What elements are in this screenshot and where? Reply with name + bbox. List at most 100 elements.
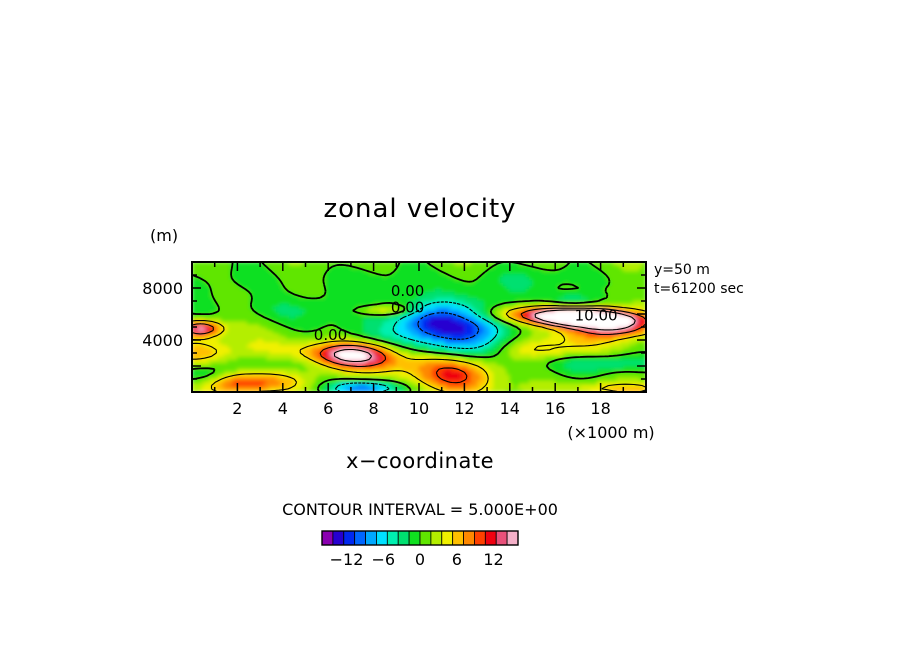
heatmap-cell <box>214 376 219 381</box>
heatmap-cell <box>431 353 436 357</box>
heatmap-cell <box>337 365 342 369</box>
heatmap-cell <box>632 329 637 334</box>
heatmap-cell <box>538 297 543 301</box>
heatmap-cell <box>344 332 348 337</box>
heatmap-cell <box>295 317 300 322</box>
heatmap-cell <box>224 379 228 384</box>
heatmap-cell <box>282 329 287 334</box>
heatmap-cell <box>483 368 488 372</box>
heatmap-cell <box>233 376 238 381</box>
heatmap-cell <box>344 356 348 360</box>
heatmap-cell <box>480 379 485 384</box>
heatmap-cell <box>496 285 501 289</box>
heatmap-cell <box>376 297 381 301</box>
heatmap-cell <box>366 291 371 295</box>
heatmap-cell <box>577 347 582 351</box>
heatmap-cell <box>610 303 614 307</box>
heatmap-cell <box>220 338 225 343</box>
heatmap-cell <box>626 347 631 351</box>
heatmap-cell <box>321 291 326 295</box>
heatmap-cell <box>272 379 277 384</box>
heatmap-cell <box>383 300 387 304</box>
heatmap-cell <box>434 311 439 316</box>
heatmap-cell <box>635 303 640 307</box>
heatmap-cell <box>444 341 449 346</box>
heatmap-cell <box>292 347 297 351</box>
heatmap-cell <box>535 373 540 378</box>
heatmap-cell <box>421 288 426 292</box>
heatmap-cell <box>246 388 251 392</box>
heatmap-cell <box>600 385 605 390</box>
heatmap-cell <box>490 332 494 337</box>
heatmap-cell <box>259 311 264 316</box>
heatmap-cell <box>545 382 550 387</box>
heatmap-cell <box>198 356 203 360</box>
heatmap-cell <box>425 368 430 372</box>
heatmap-cell <box>288 314 293 319</box>
heatmap-cell <box>444 306 449 310</box>
heatmap-cell <box>519 356 524 360</box>
heatmap-cell <box>415 350 420 354</box>
heatmap-cell <box>490 297 494 301</box>
heatmap-cell <box>308 291 313 295</box>
heatmap-cell <box>230 385 235 390</box>
heatmap-cell <box>263 341 267 346</box>
heatmap-cell <box>428 294 433 298</box>
heatmap-cell <box>593 368 598 372</box>
heatmap-cell <box>541 297 546 301</box>
heatmap-cell <box>207 368 212 372</box>
heatmap-cell <box>292 323 297 328</box>
heatmap-cell <box>434 335 439 340</box>
heatmap-cell <box>408 356 413 360</box>
heatmap-cell <box>486 300 491 304</box>
heatmap-cell <box>314 356 319 360</box>
heatmap-cell <box>227 376 232 381</box>
heatmap-cell <box>402 285 407 289</box>
heatmap-cell <box>457 341 462 346</box>
heatmap-cell <box>386 388 391 392</box>
heatmap-cell <box>266 376 271 381</box>
heatmap-cell <box>590 362 595 366</box>
heatmap-cell <box>597 338 601 343</box>
heatmap-cell <box>425 306 430 310</box>
heatmap-cell <box>593 376 598 381</box>
heatmap-cell <box>383 297 387 301</box>
heatmap-cell <box>558 365 562 369</box>
heatmap-cell <box>399 362 404 366</box>
heatmap-cell <box>512 311 517 316</box>
heatmap-cell <box>373 317 378 322</box>
heatmap-cell <box>522 373 527 378</box>
heatmap-cell <box>548 326 553 331</box>
heatmap-cell <box>259 294 264 298</box>
heatmap-cell <box>272 311 277 316</box>
heatmap-cell <box>383 306 387 310</box>
heatmap-cell <box>480 347 485 351</box>
heatmap-cell <box>635 385 640 390</box>
heatmap-cell <box>237 326 241 331</box>
heatmap-cell <box>266 306 271 310</box>
heatmap-cell <box>408 338 413 343</box>
heatmap-cell <box>363 297 368 301</box>
heatmap-cell <box>525 303 530 307</box>
heatmap-cell <box>629 300 634 304</box>
heatmap-cell <box>396 306 400 310</box>
heatmap-cell <box>288 300 293 304</box>
heatmap-cell <box>457 385 462 390</box>
heatmap-cell <box>632 303 637 307</box>
heatmap-cell <box>561 288 566 292</box>
heatmap-cell <box>266 350 271 354</box>
heatmap-cell <box>308 359 313 363</box>
heatmap-cell <box>237 288 241 292</box>
heatmap-cell <box>541 350 546 354</box>
heatmap-cell <box>224 350 228 354</box>
heatmap-cell <box>467 288 472 292</box>
heatmap-cell <box>580 359 585 363</box>
heatmap-cell <box>321 314 326 319</box>
heatmap-cell <box>214 359 219 363</box>
heatmap-cell <box>597 288 601 292</box>
heatmap-cell <box>263 300 267 304</box>
heatmap-cell <box>580 341 585 346</box>
heatmap-cell <box>447 306 452 310</box>
heatmap-cell <box>266 338 271 343</box>
heatmap-cell <box>279 285 284 289</box>
